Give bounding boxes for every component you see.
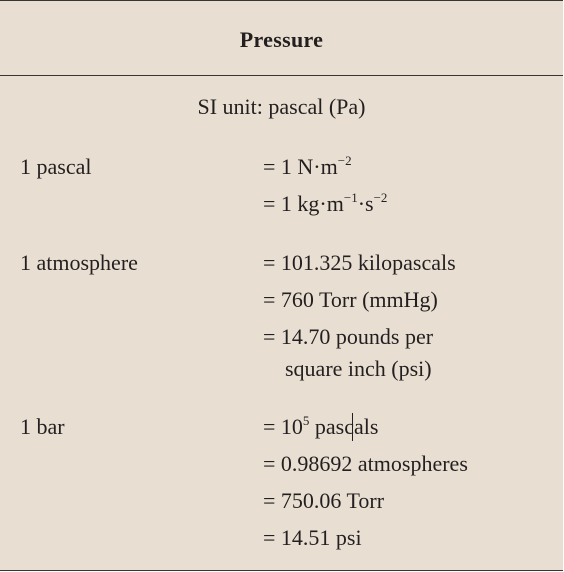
value-bar-3: = 750.06 Torr [263,488,385,513]
row-label-pascal: 1 pascal [20,154,92,179]
value-pascal-1: = 1 N·m−2 [263,153,352,179]
si-unit-line: SI unit: pascal (Pa) [197,94,366,119]
value-atmosphere-3: = 14.70 pounds per [263,324,434,349]
text-cursor [352,413,353,441]
header-divider [0,75,563,76]
value-pascal-2: = 1 kg·m−1·s−2 [263,190,388,216]
value-bar-1: = 105 pascals [263,413,379,439]
value-bar-4: = 14.51 psi [263,525,362,550]
row-label-bar: 1 bar [20,414,65,439]
row-label-atmosphere: 1 atmosphere [20,250,138,275]
value-bar-2: = 0.98692 atmospheres [263,451,468,476]
value-atmosphere-2: = 760 Torr (mmHg) [263,287,438,312]
value-atmosphere-4: square inch (psi) [285,356,432,381]
value-atmosphere-1: = 101.325 kilopascals [263,250,456,275]
table-title: Pressure [239,27,324,52]
